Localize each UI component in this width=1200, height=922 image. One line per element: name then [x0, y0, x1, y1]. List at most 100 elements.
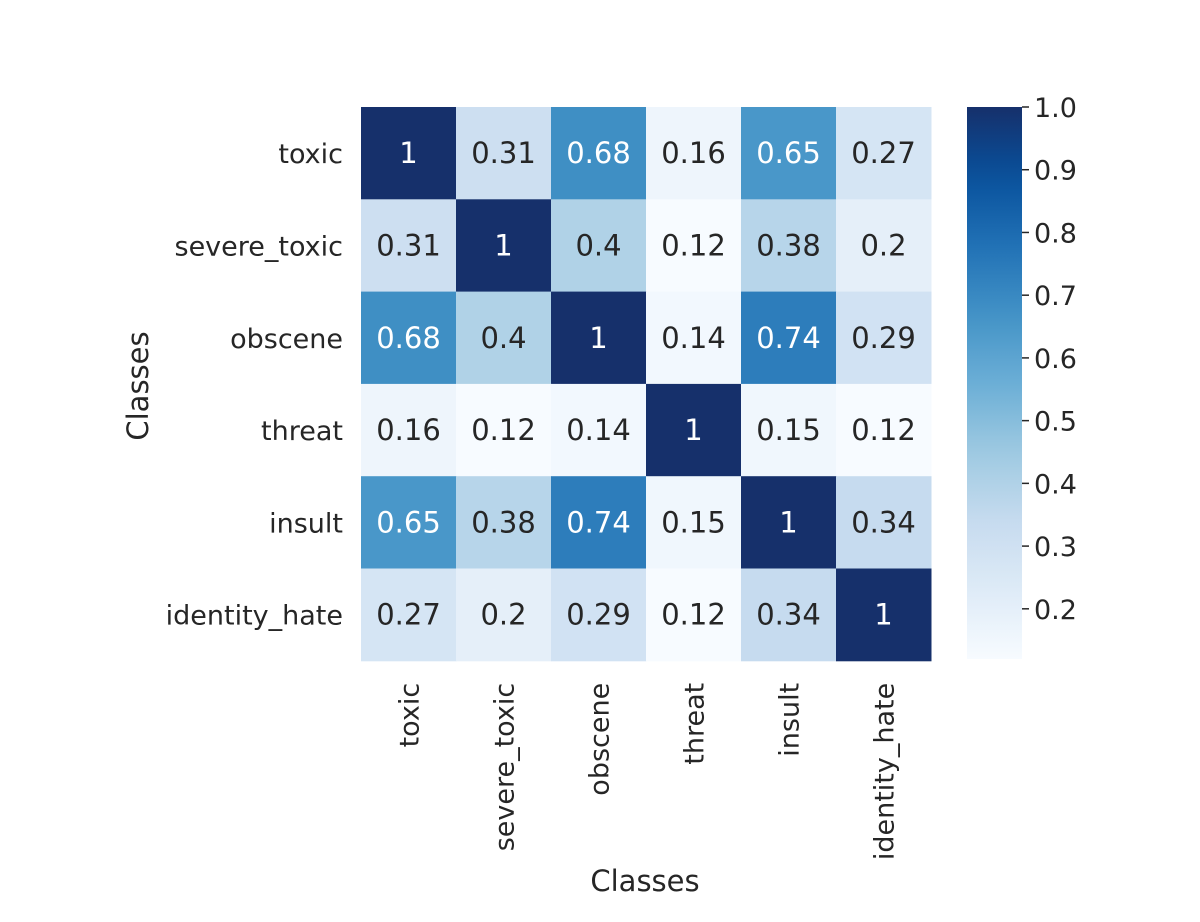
heatmap-cell [646, 107, 742, 200]
colorbar-tick-label: 0.8 [1034, 218, 1077, 249]
heatmap-cell-label: 0.74 [756, 321, 821, 355]
colorbar-tick-label: 1.0 [1034, 93, 1077, 124]
heatmap-cell-label: 0.12 [471, 413, 536, 447]
y-axis-title: Classes [121, 331, 155, 440]
heatmap-cell [551, 568, 647, 662]
x-tick-label: obscene [585, 683, 616, 796]
y-tick-label: insult [269, 508, 343, 539]
heatmap-cell-label: 0.12 [661, 598, 726, 632]
heatmap-cell [741, 568, 837, 662]
y-tick-label: identity_hate [166, 601, 343, 632]
heatmap-cell-label: 0.34 [851, 505, 916, 539]
x-tick-label: insult [775, 683, 806, 757]
heatmap-cell [836, 568, 932, 662]
heatmap-cell-label: 0.65 [756, 136, 821, 170]
heatmap-cell-label: 1 [589, 321, 607, 355]
x-axis-tick-labels: toxic severe_toxic obscene threat insult iden… [395, 683, 901, 860]
heatmap-cell-label: 0.16 [661, 136, 726, 170]
y-tick-label: severe_toxic [175, 231, 344, 262]
heatmap-cell [456, 199, 552, 293]
colorbar-tick-label: 0.5 [1034, 407, 1077, 438]
heatmap-cell [361, 199, 457, 293]
heatmap-cell [836, 383, 932, 477]
x-axis-title: Classes [590, 864, 699, 898]
heatmap-cell [741, 199, 837, 293]
heatmap-cell-label: 0.74 [566, 505, 631, 539]
colorbar-ticks: 0.2 0.3 0.4 0.5 0.6 0.7 0.8 0.9 1.0 [1022, 93, 1077, 626]
heatmap-cell [836, 291, 932, 385]
heatmap-cell [551, 291, 647, 385]
heatmap-cell-label: 0.4 [575, 228, 621, 262]
heatmap-cell-label: 0.16 [376, 413, 441, 447]
heatmap-cell-label: 0.34 [756, 598, 821, 632]
heatmap-cell [361, 291, 457, 385]
heatmap-cell-label: 0.15 [756, 413, 821, 447]
heatmap-cell [551, 199, 647, 293]
heatmap-cell [646, 199, 742, 293]
heatmap-cell [456, 107, 552, 200]
heatmap-cell [551, 476, 647, 569]
y-tick-label: obscene [230, 324, 343, 355]
heatmap-cell-label: 0.68 [376, 321, 441, 355]
y-tick-label: threat [261, 416, 343, 447]
heatmap-cell-label: 1 [494, 228, 512, 262]
heatmap-cell-label: 0.29 [566, 598, 631, 632]
heatmap-cell [551, 107, 647, 200]
heatmap-cell [836, 199, 932, 293]
heatmap-cell-label: 0.27 [376, 598, 441, 632]
heatmap-cell [646, 568, 742, 662]
heatmap-cell-label: 1 [779, 505, 797, 539]
heatmap-cell [456, 291, 552, 385]
heatmap-cell [456, 383, 552, 477]
heatmap-cell-label: 0.14 [661, 321, 726, 355]
colorbar-tick-label: 0.7 [1034, 281, 1077, 312]
colorbar-tick-label: 0.2 [1034, 595, 1077, 626]
heatmap-cell-label: 0.31 [376, 228, 441, 262]
heatmap-cells [361, 107, 932, 662]
heatmap-cell [551, 383, 647, 477]
heatmap-cell-label: 1 [399, 136, 417, 170]
heatmap-cell-label: 0.4 [480, 321, 526, 355]
x-tick-label: toxic [395, 683, 426, 748]
colorbar-tick-label: 0.4 [1034, 469, 1077, 500]
heatmap-cell [646, 476, 742, 569]
heatmap-cell-label: 0.2 [860, 228, 906, 262]
heatmap-cell [456, 568, 552, 662]
heatmap-cell-label: 0.12 [661, 228, 726, 262]
heatmap-cell [741, 107, 837, 200]
heatmap-cell-label: 1 [684, 413, 702, 447]
heatmap-cell [836, 476, 932, 569]
heatmap-cell-label: 0.15 [661, 505, 726, 539]
heatmap-cell-label: 0.12 [851, 413, 916, 447]
heatmap-cell-labels: 1 0.31 0.68 0.16 0.65 0.27 0.31 1 0.4 0.12 0.38 0.2… [376, 136, 916, 632]
heatmap-cell-label: 0.14 [566, 413, 631, 447]
heatmap-cell [646, 383, 742, 477]
heatmap-cell-label: 0.38 [756, 228, 821, 262]
y-tick-label: toxic [278, 139, 343, 170]
colorbar-tick-label: 0.9 [1034, 156, 1077, 187]
heatmap-cell [741, 291, 837, 385]
heatmap-cell [361, 383, 457, 477]
heatmap-cell-label: 0.29 [851, 321, 916, 355]
x-tick-label: threat [680, 683, 711, 765]
heatmap-cell [456, 476, 552, 569]
colorbar-tick-label: 0.3 [1034, 532, 1077, 563]
heatmap-cell [836, 107, 932, 200]
heatmap-cell-label: 0.68 [566, 136, 631, 170]
heatmap-cell-label: 0.27 [851, 136, 916, 170]
x-tick-label: identity_hate [870, 683, 901, 860]
heatmap-cell [646, 291, 742, 385]
heatmap-cell [741, 383, 837, 477]
heatmap-cell [361, 107, 457, 200]
heatmap-cell [361, 568, 457, 662]
heatmap-cell-label: 0.38 [471, 505, 536, 539]
heatmap-cell-label: 0.31 [471, 136, 536, 170]
x-tick-label: severe_toxic [490, 683, 521, 852]
heatmap-cell [741, 476, 837, 569]
heatmap-cell-label: 0.2 [480, 598, 526, 632]
heatmap-cell [361, 476, 457, 569]
heatmap-cell-label: 1 [874, 598, 892, 632]
heatmap-cell-label: 0.65 [376, 505, 441, 539]
